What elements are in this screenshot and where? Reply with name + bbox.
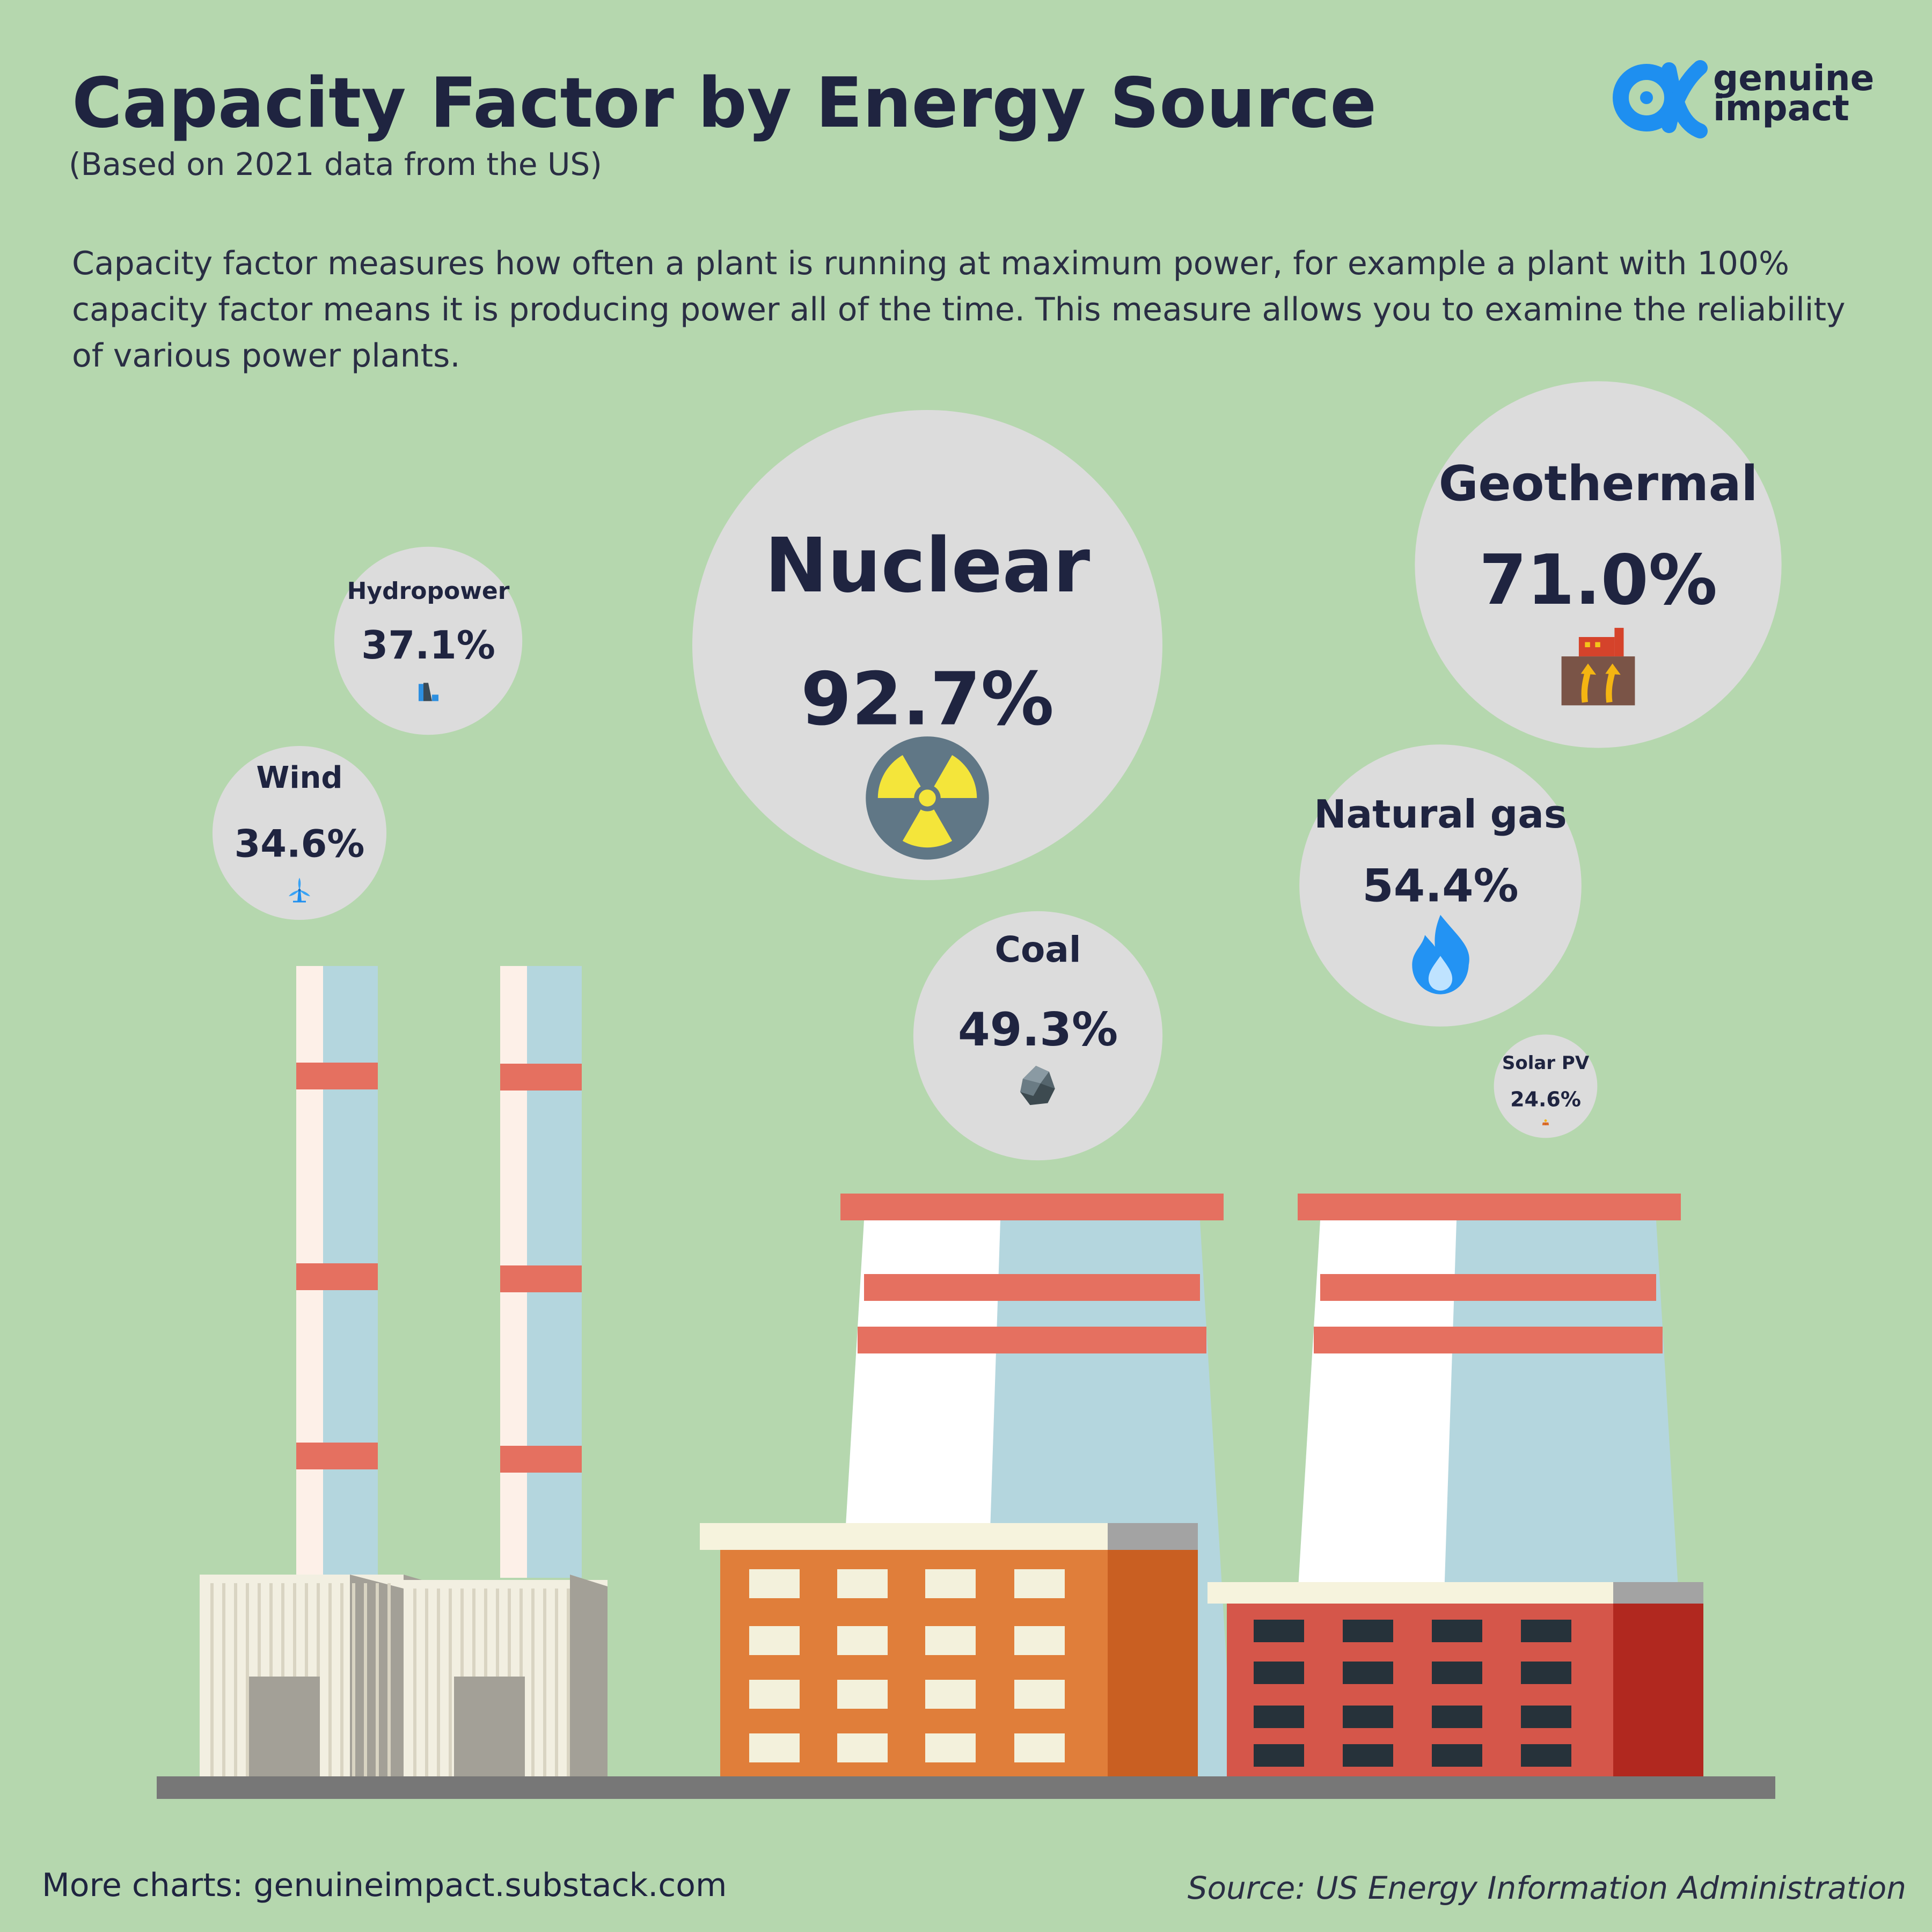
chimney-right — [500, 966, 582, 1578]
bubble-circle — [1494, 1034, 1598, 1138]
dam-icon — [419, 684, 423, 701]
ground-strip — [157, 1776, 1775, 1799]
bubble-value: 71.0% — [1479, 540, 1717, 620]
bubble-circle — [1415, 381, 1782, 748]
bubble-nuclear: Nuclear 92.7% — [692, 410, 1162, 880]
bubble-label: Natural gas — [1314, 792, 1567, 837]
bubble-value: 49.3% — [958, 1003, 1118, 1057]
bubble-circle — [913, 911, 1163, 1161]
description-text: Capacity factor measures how often a pla… — [72, 245, 1846, 375]
bubble-coal: Coal 49.3% — [913, 911, 1163, 1161]
logo-wordmark: genuine impact — [1713, 57, 1875, 129]
wind-turbine-icon — [297, 890, 302, 902]
bubble-hydropower: Hydropower 37.1% — [334, 546, 523, 735]
bubble-solar-pv: Solar PV 24.6% — [1494, 1034, 1598, 1138]
geothermal-icon — [1561, 656, 1635, 706]
source-note: Source: US Energy Information Administra… — [1187, 1870, 1906, 1906]
page-title: Capacity Factor by Energy Source — [72, 63, 1377, 143]
bubble-value: 92.7% — [801, 657, 1054, 742]
page-subtitle: (Based on 2021 data from the US) — [69, 146, 602, 182]
bubble-natural-gas: Natural gas 54.4% — [1299, 744, 1582, 1027]
red-building — [1208, 1582, 1703, 1779]
logo-line-genuine: genuine — [1713, 57, 1875, 99]
bubble-circle — [334, 546, 523, 735]
bubble-label: Hydropower — [347, 577, 510, 605]
bubble-wind: Wind 34.6% — [212, 745, 387, 920]
bubble-label: Coal — [995, 929, 1081, 970]
bubble-circle — [212, 745, 387, 920]
bubble-circle — [692, 410, 1162, 880]
bubble-value: 37.1% — [361, 623, 495, 668]
flame-icon — [1412, 914, 1469, 994]
bubble-circle — [1299, 744, 1582, 1027]
bubble-geothermal: Geothermal 71.0% — [1415, 381, 1782, 748]
bubble-chart: Nuclear 92.7% Geothermal 71.0% Natural gas 54… — [212, 381, 1782, 1161]
genuine-impact-logo-icon — [1613, 60, 1708, 138]
bubble-label: Solar PV — [1502, 1052, 1590, 1074]
solar-panel-icon — [1544, 1119, 1547, 1122]
chimney-left — [296, 966, 378, 1578]
more-charts-link[interactable]: More charts: genuineimpact.substack.com — [42, 1867, 727, 1904]
bubble-label: Geothermal — [1439, 456, 1758, 512]
bubble-label: Nuclear — [765, 522, 1090, 610]
bubble-label: Wind — [257, 760, 343, 795]
logo-line-impact: impact — [1713, 87, 1849, 129]
chimney-base-buildings — [200, 1575, 608, 1779]
orange-building — [700, 1523, 1198, 1779]
bubble-value: 24.6% — [1510, 1087, 1581, 1111]
bubble-value: 34.6% — [235, 822, 365, 866]
bubble-value: 54.4% — [1362, 859, 1518, 912]
